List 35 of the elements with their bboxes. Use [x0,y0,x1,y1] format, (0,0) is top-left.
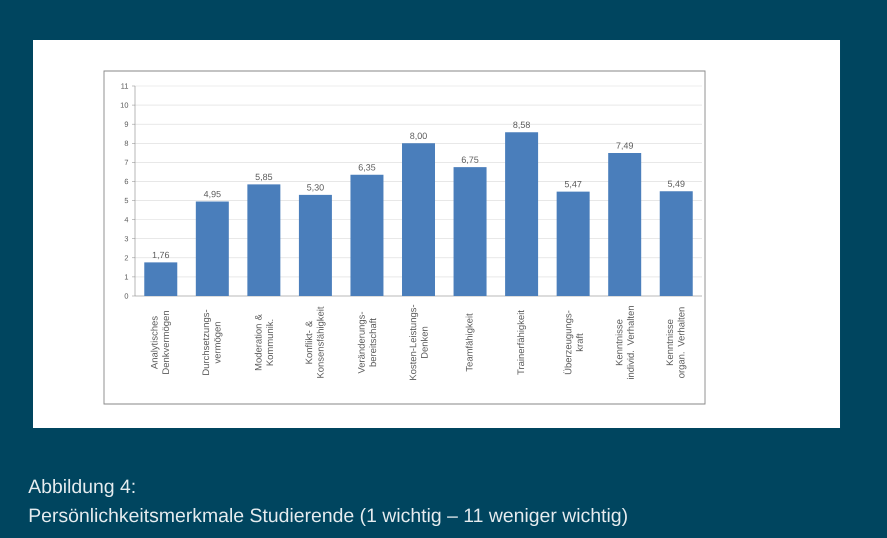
data-label: 6,35 [358,164,376,172]
x-tick-label: Analytisches Denkvermögen [150,311,171,374]
bar [608,153,642,296]
bar [660,191,693,296]
x-tick-label: Kenntnisse individ. Verhalten [615,306,634,379]
data-label: 5,30 [307,184,324,192]
bar [196,201,229,296]
data-label: 4,95 [204,190,221,198]
data-label: 8,00 [410,132,427,140]
bar [247,184,280,296]
x-tick-label: Teamfähigkeit [466,313,474,372]
bar [144,262,178,296]
bar [505,132,538,296]
x-tick-label: Durchsetzungs-vermögen [202,310,222,375]
x-tick-label: Kenntnisse organ. Verhalten [666,307,686,378]
data-label: 5,85 [256,174,272,182]
x-tick-label: Moderation & Kommunik. [254,314,274,370]
data-label: 6,75 [462,156,478,164]
x-tick-label: Überzeugungs-kraft [563,310,583,374]
x-tick-label: Konflikt- & Konsensfähigkeit [305,306,326,378]
data-label: 5,49 [668,180,685,188]
bar [556,192,590,296]
bar [298,194,332,296]
text: Abbildung 4: [28,478,134,498]
data-label: 7,49 [616,142,633,150]
bar [454,167,487,296]
bar [402,143,436,296]
bar [350,174,384,296]
x-tick-label: Kosten-Leistungs-Denken [409,304,428,380]
x-tick-label: Trainerfähigkeit [517,310,526,375]
data-label: 5,47 [564,181,582,188]
data-label: 8,58 [513,122,530,129]
text: Persönlichkeitsmerkmale Studierende (1 wichtig – 11 weniger wichtig) [30,508,627,526]
data-label: 1,76 [152,252,170,260]
x-tick-label: Veränderungs-bereitschaft [358,312,376,374]
